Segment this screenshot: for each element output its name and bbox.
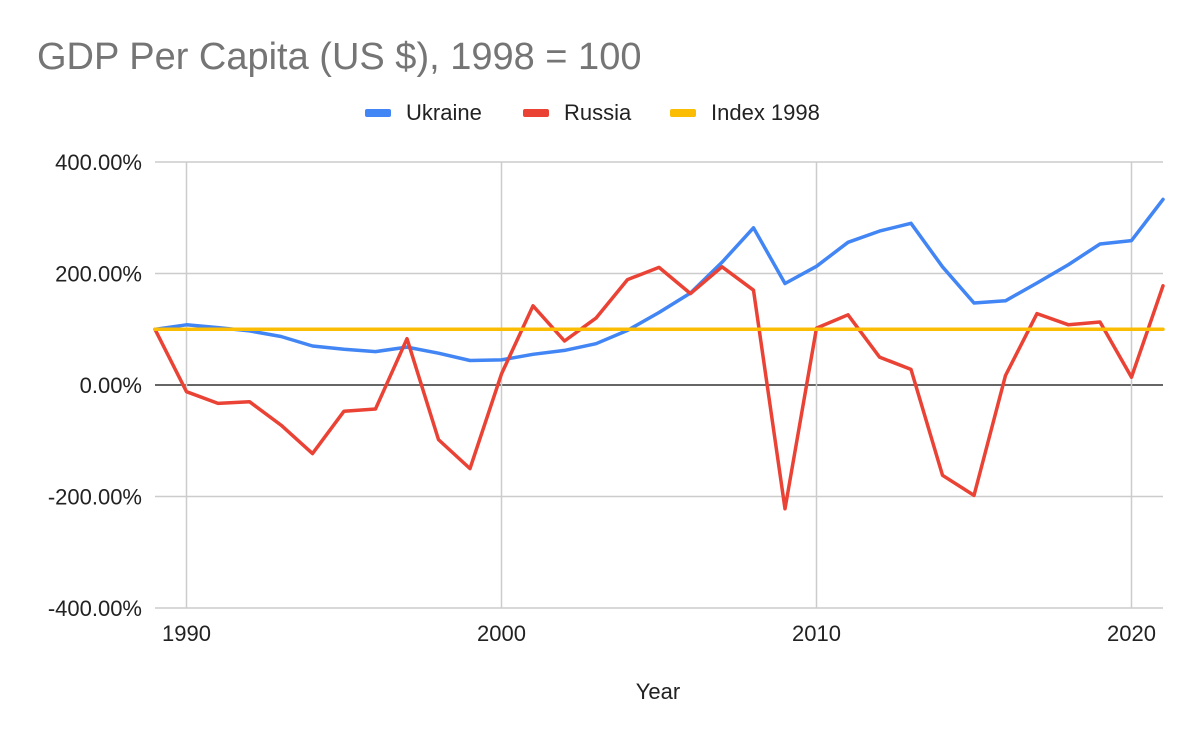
x-axis-ticks: 1990 2000 2010 2020 [162,621,1156,646]
y-tick-label: 200.00% [55,262,142,287]
legend-swatch-index-1998 [670,109,696,117]
legend-label-ukraine: Ukraine [406,100,482,125]
series-lines [153,197,1165,511]
series-line-ukraine [153,197,1165,363]
x-tick-label: 2010 [792,621,841,646]
y-tick-label: 0.00% [80,373,142,398]
x-tick-label: 2020 [1107,621,1156,646]
legend-swatch-russia [523,109,549,117]
x-axis-title: Year [636,679,680,704]
y-tick-label: -200.00% [48,485,142,510]
legend: Ukraine Russia Index 1998 [365,100,820,125]
grid [155,161,1163,609]
y-tick-label: 400.00% [55,150,142,175]
legend-label-index-1998: Index 1998 [711,100,820,125]
y-tick-label: -400.00% [48,596,142,621]
x-tick-label: 1990 [162,621,211,646]
legend-swatch-ukraine [365,109,391,117]
legend-label-russia: Russia [564,100,632,125]
chart-title: GDP Per Capita (US $), 1998 = 100 [37,36,641,78]
x-tick-label: 2000 [477,621,526,646]
y-axis-ticks: 400.00% 200.00% 0.00% -200.00% -400.00% [48,150,142,621]
series-line-russia [153,265,1165,511]
